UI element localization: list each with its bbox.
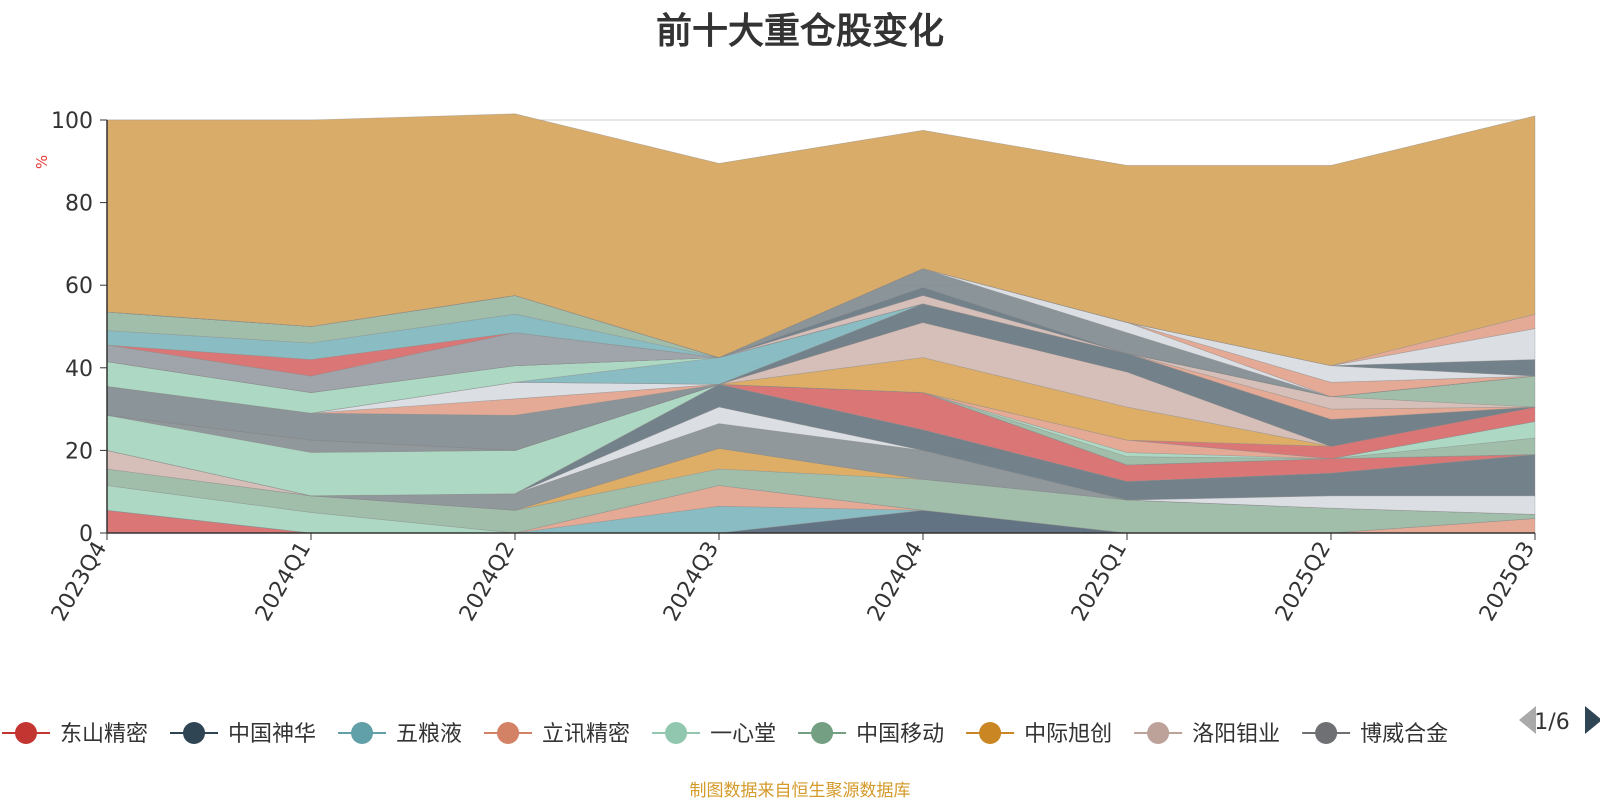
y-tick-label: 20 <box>65 439 93 464</box>
legend-label: 立讯精密 <box>542 722 630 747</box>
y-tick-label: 80 <box>65 192 93 217</box>
legend-prev-arrow-icon[interactable] <box>1519 706 1536 734</box>
x-tick-label: 2024Q3 <box>659 538 724 626</box>
legend-circle-icon <box>811 722 834 744</box>
legend-item[interactable]: 东山精密 <box>2 722 148 747</box>
x-tick-label: 2024Q4 <box>863 538 928 626</box>
legend-item[interactable]: 洛阳钼业 <box>1134 722 1280 747</box>
area-series-其他[interactable] <box>106 113 1536 367</box>
legend-circle-icon <box>497 722 520 744</box>
legend[interactable]: 东山精密 中国神华 五粮液 立讯精密 一心堂 中国移动 中际旭创 洛阳钼业 博威合金 <box>2 722 1448 747</box>
x-tick-label: 2025Q2 <box>1271 538 1336 626</box>
legend-item[interactable]: 博威合金 <box>1302 722 1448 747</box>
legend-circle-icon <box>15 722 37 744</box>
legend-label: 中际旭创 <box>1024 722 1112 747</box>
y-axis-label: % <box>33 155 51 169</box>
legend-item[interactable]: 中国移动 <box>798 722 944 747</box>
legend-circle-icon <box>351 722 374 744</box>
legend-label: 五粮液 <box>396 722 462 747</box>
legend-label: 一心堂 <box>710 722 776 747</box>
x-tick-label: 2025Q3 <box>1475 538 1540 626</box>
legend-circle-icon <box>979 722 1002 744</box>
legend-item[interactable]: 五粮液 <box>338 722 462 747</box>
y-tick-label: 40 <box>65 357 93 382</box>
legend-pager: 1/6 <box>1519 706 1600 735</box>
legend-label: 博威合金 <box>1360 722 1448 747</box>
legend-circle-icon <box>183 722 206 744</box>
legend-circle-icon <box>1147 722 1170 744</box>
legend-label: 洛阳钼业 <box>1192 722 1280 747</box>
legend-item[interactable]: 中国神华 <box>170 722 316 747</box>
data-source-note: 制图数据来自恒生聚源数据库 <box>689 781 911 801</box>
x-tick-label: 2025Q1 <box>1067 538 1132 626</box>
y-tick-label: 0 <box>79 522 93 547</box>
legend-label: 中国神华 <box>228 722 316 747</box>
x-tick-label: 2023Q4 <box>47 538 112 626</box>
x-tick-label: 2024Q1 <box>251 538 316 626</box>
legend-circle-icon <box>1315 722 1338 744</box>
area-series-group <box>106 113 1536 534</box>
chart-title: 前十大重仓股变化 <box>655 11 944 52</box>
legend-page-indicator: 1/6 <box>1534 710 1569 735</box>
legend-item[interactable]: 中际旭创 <box>966 722 1112 747</box>
x-tick-label: 2024Q2 <box>455 538 520 626</box>
legend-item[interactable]: 立讯精密 <box>484 722 630 747</box>
legend-label: 东山精密 <box>60 722 148 747</box>
legend-next-arrow-icon[interactable] <box>1585 706 1600 734</box>
y-tick-label: 60 <box>65 274 93 299</box>
legend-label: 中国移动 <box>856 722 944 747</box>
y-tick-label: 100 <box>51 109 93 134</box>
legend-item[interactable]: 一心堂 <box>652 722 776 747</box>
legend-circle-icon <box>665 722 688 744</box>
